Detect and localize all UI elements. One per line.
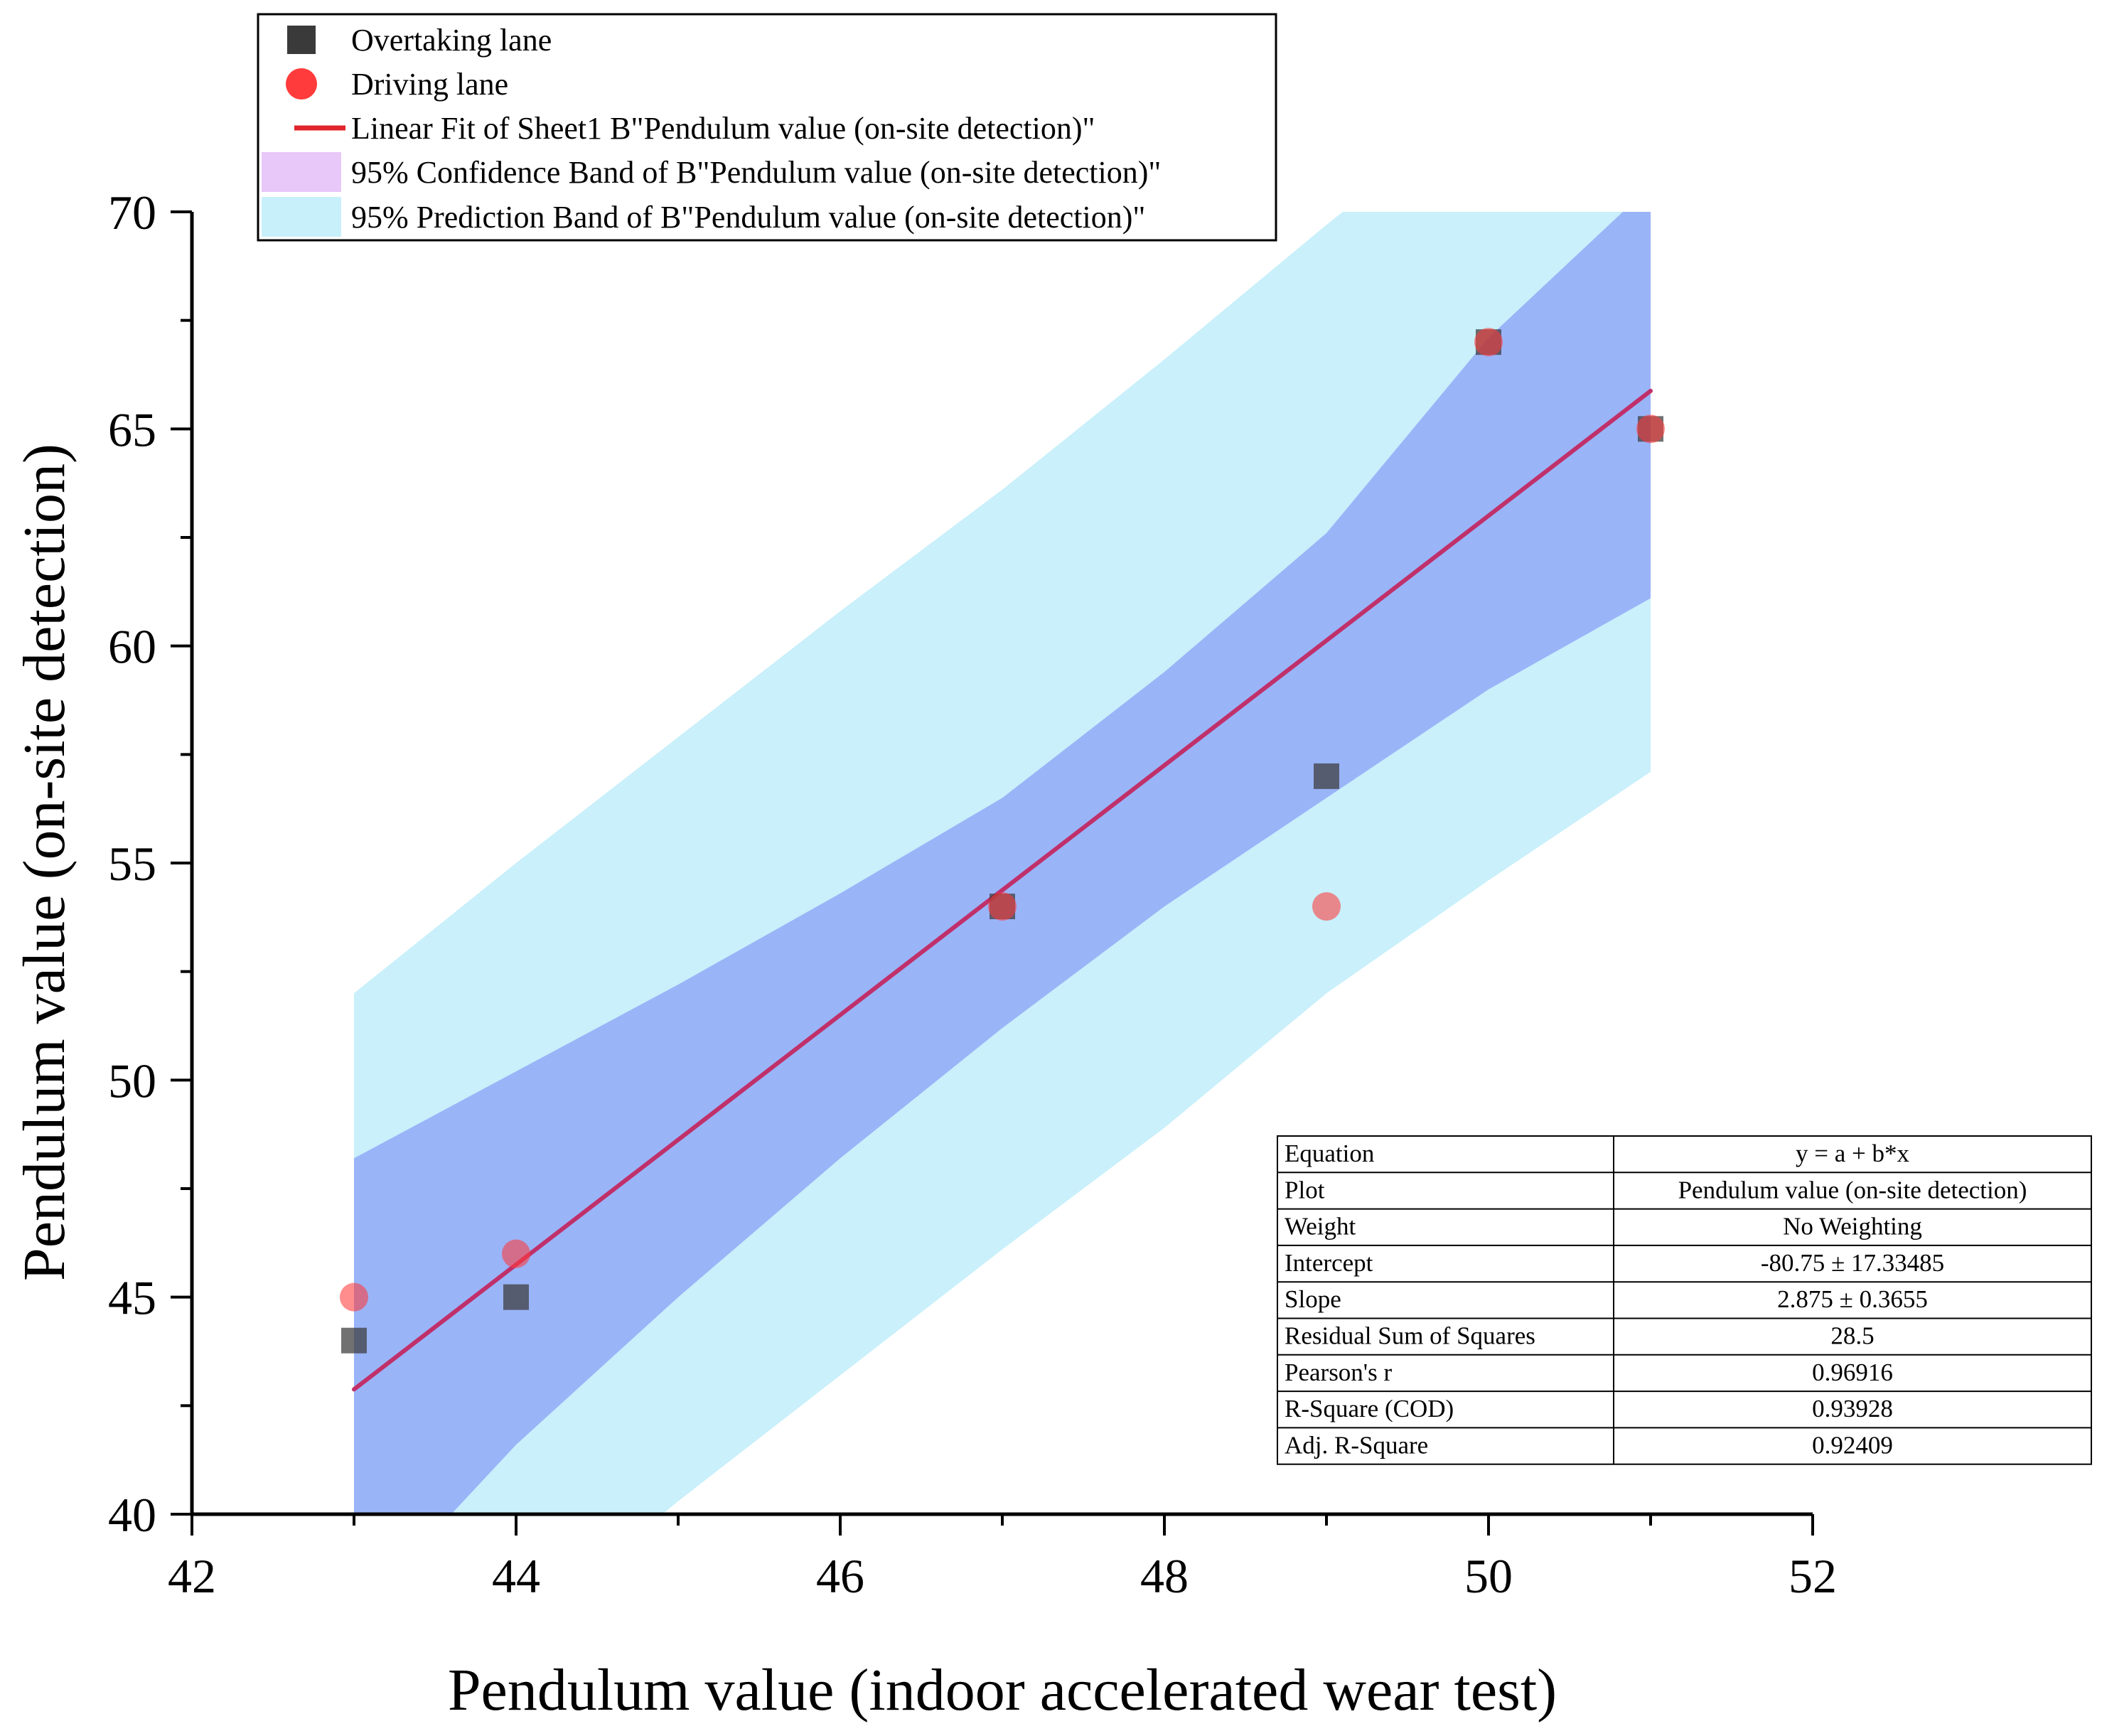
stats-row-value: No Weighting [1783,1213,1922,1241]
driving-point-4 [1312,892,1341,921]
stats-row-label: Intercept [1285,1249,1373,1277]
y-tick-label: 45 [108,1271,156,1325]
y-tick-label: 40 [108,1488,156,1542]
legend-confidence-swatch [262,152,341,192]
legend-circle-marker [286,68,317,100]
stats-row-value: 28.5 [1830,1322,1874,1350]
legend-label-confidence: 95% Confidence Band of B"Pendulum value … [351,155,1161,190]
stats-row-value: y = a + b*x [1796,1140,1910,1167]
points-layer [340,328,1665,1354]
fit-layer [352,388,1653,1392]
y-tick-label: 50 [108,1054,156,1108]
x-tick-label: 42 [168,1549,216,1603]
y-axis-title: Pendulum value (on-site detection) [11,444,77,1281]
stats-row-value: 0.92409 [1812,1431,1893,1459]
driving-point-2 [502,1239,530,1268]
legend-box [257,13,1277,242]
stats-row-label: Weight [1285,1213,1356,1241]
fit-line [352,388,1653,1392]
driving-point-6 [1636,414,1665,444]
stats-row-label: Pearson's r [1285,1359,1392,1386]
legend-label-driving: Driving lane [351,67,508,102]
x-axis-title: Pendulum value (indoor accelerated wear … [448,1657,1557,1723]
y-tick-label: 55 [108,837,156,891]
stats-row-label: Slope [1285,1285,1341,1313]
y-tick-label: 65 [108,402,156,456]
legend: Overtaking lane Driving lane Linear Fit of… [257,13,1277,242]
stats-row-value: 0.96916 [1812,1359,1893,1386]
overtaking-point-4 [1314,763,1339,789]
stats-table-box [1277,1135,2092,1465]
legend-square-marker [287,26,316,54]
legend-label-overtaking: Overtaking lane [351,23,552,58]
stats-row-label: Adj. R-Square [1285,1431,1428,1459]
confidence-band [354,212,1651,1514]
driving-point-1 [340,1282,368,1312]
driving-point-3 [988,892,1017,921]
legend-label-fit: Linear Fit of Sheet1 B"Pendulum value (o… [351,111,1095,146]
stats-row-label: Plot [1285,1176,1325,1204]
stats-row-value: 0.93928 [1812,1395,1893,1422]
stats-row-label: Residual Sum of Squares [1285,1322,1535,1350]
stats-table: Equation y = a + b*x Plot Pendulum value (o… [1277,1135,2092,1465]
x-tick-label: 50 [1464,1549,1513,1603]
stats-row-label: Equation [1285,1140,1374,1167]
stats-row-value: Pendulum value (on-site detection) [1678,1176,2027,1204]
x-tick-label: 46 [816,1549,864,1603]
y-tick-label: 70 [108,186,156,240]
stats-row-label: R-Square (COD) [1285,1395,1454,1422]
bands-layer [354,212,1651,1514]
overtaking-point-2 [503,1284,529,1310]
x-tick-label: 48 [1140,1549,1189,1603]
legend-prediction-swatch [262,197,341,237]
overtaking-point-1 [341,1327,367,1354]
legend-label-prediction: 95% Prediction Band of B"Pendulum value … [351,200,1145,235]
x-tick-label: 44 [492,1549,540,1603]
driving-point-5 [1474,328,1503,357]
x-tick-label: 52 [1789,1549,1837,1603]
y-tick-label: 60 [108,620,156,674]
stats-row-value: 2.875 ± 0.3655 [1777,1285,1928,1313]
stats-row-value: -80.75 ± 17.33485 [1761,1249,1944,1277]
axes-layer: 42 44 46 48 50 52 40 45 50 55 60 65 70 Pendulum value… [11,186,1837,1723]
